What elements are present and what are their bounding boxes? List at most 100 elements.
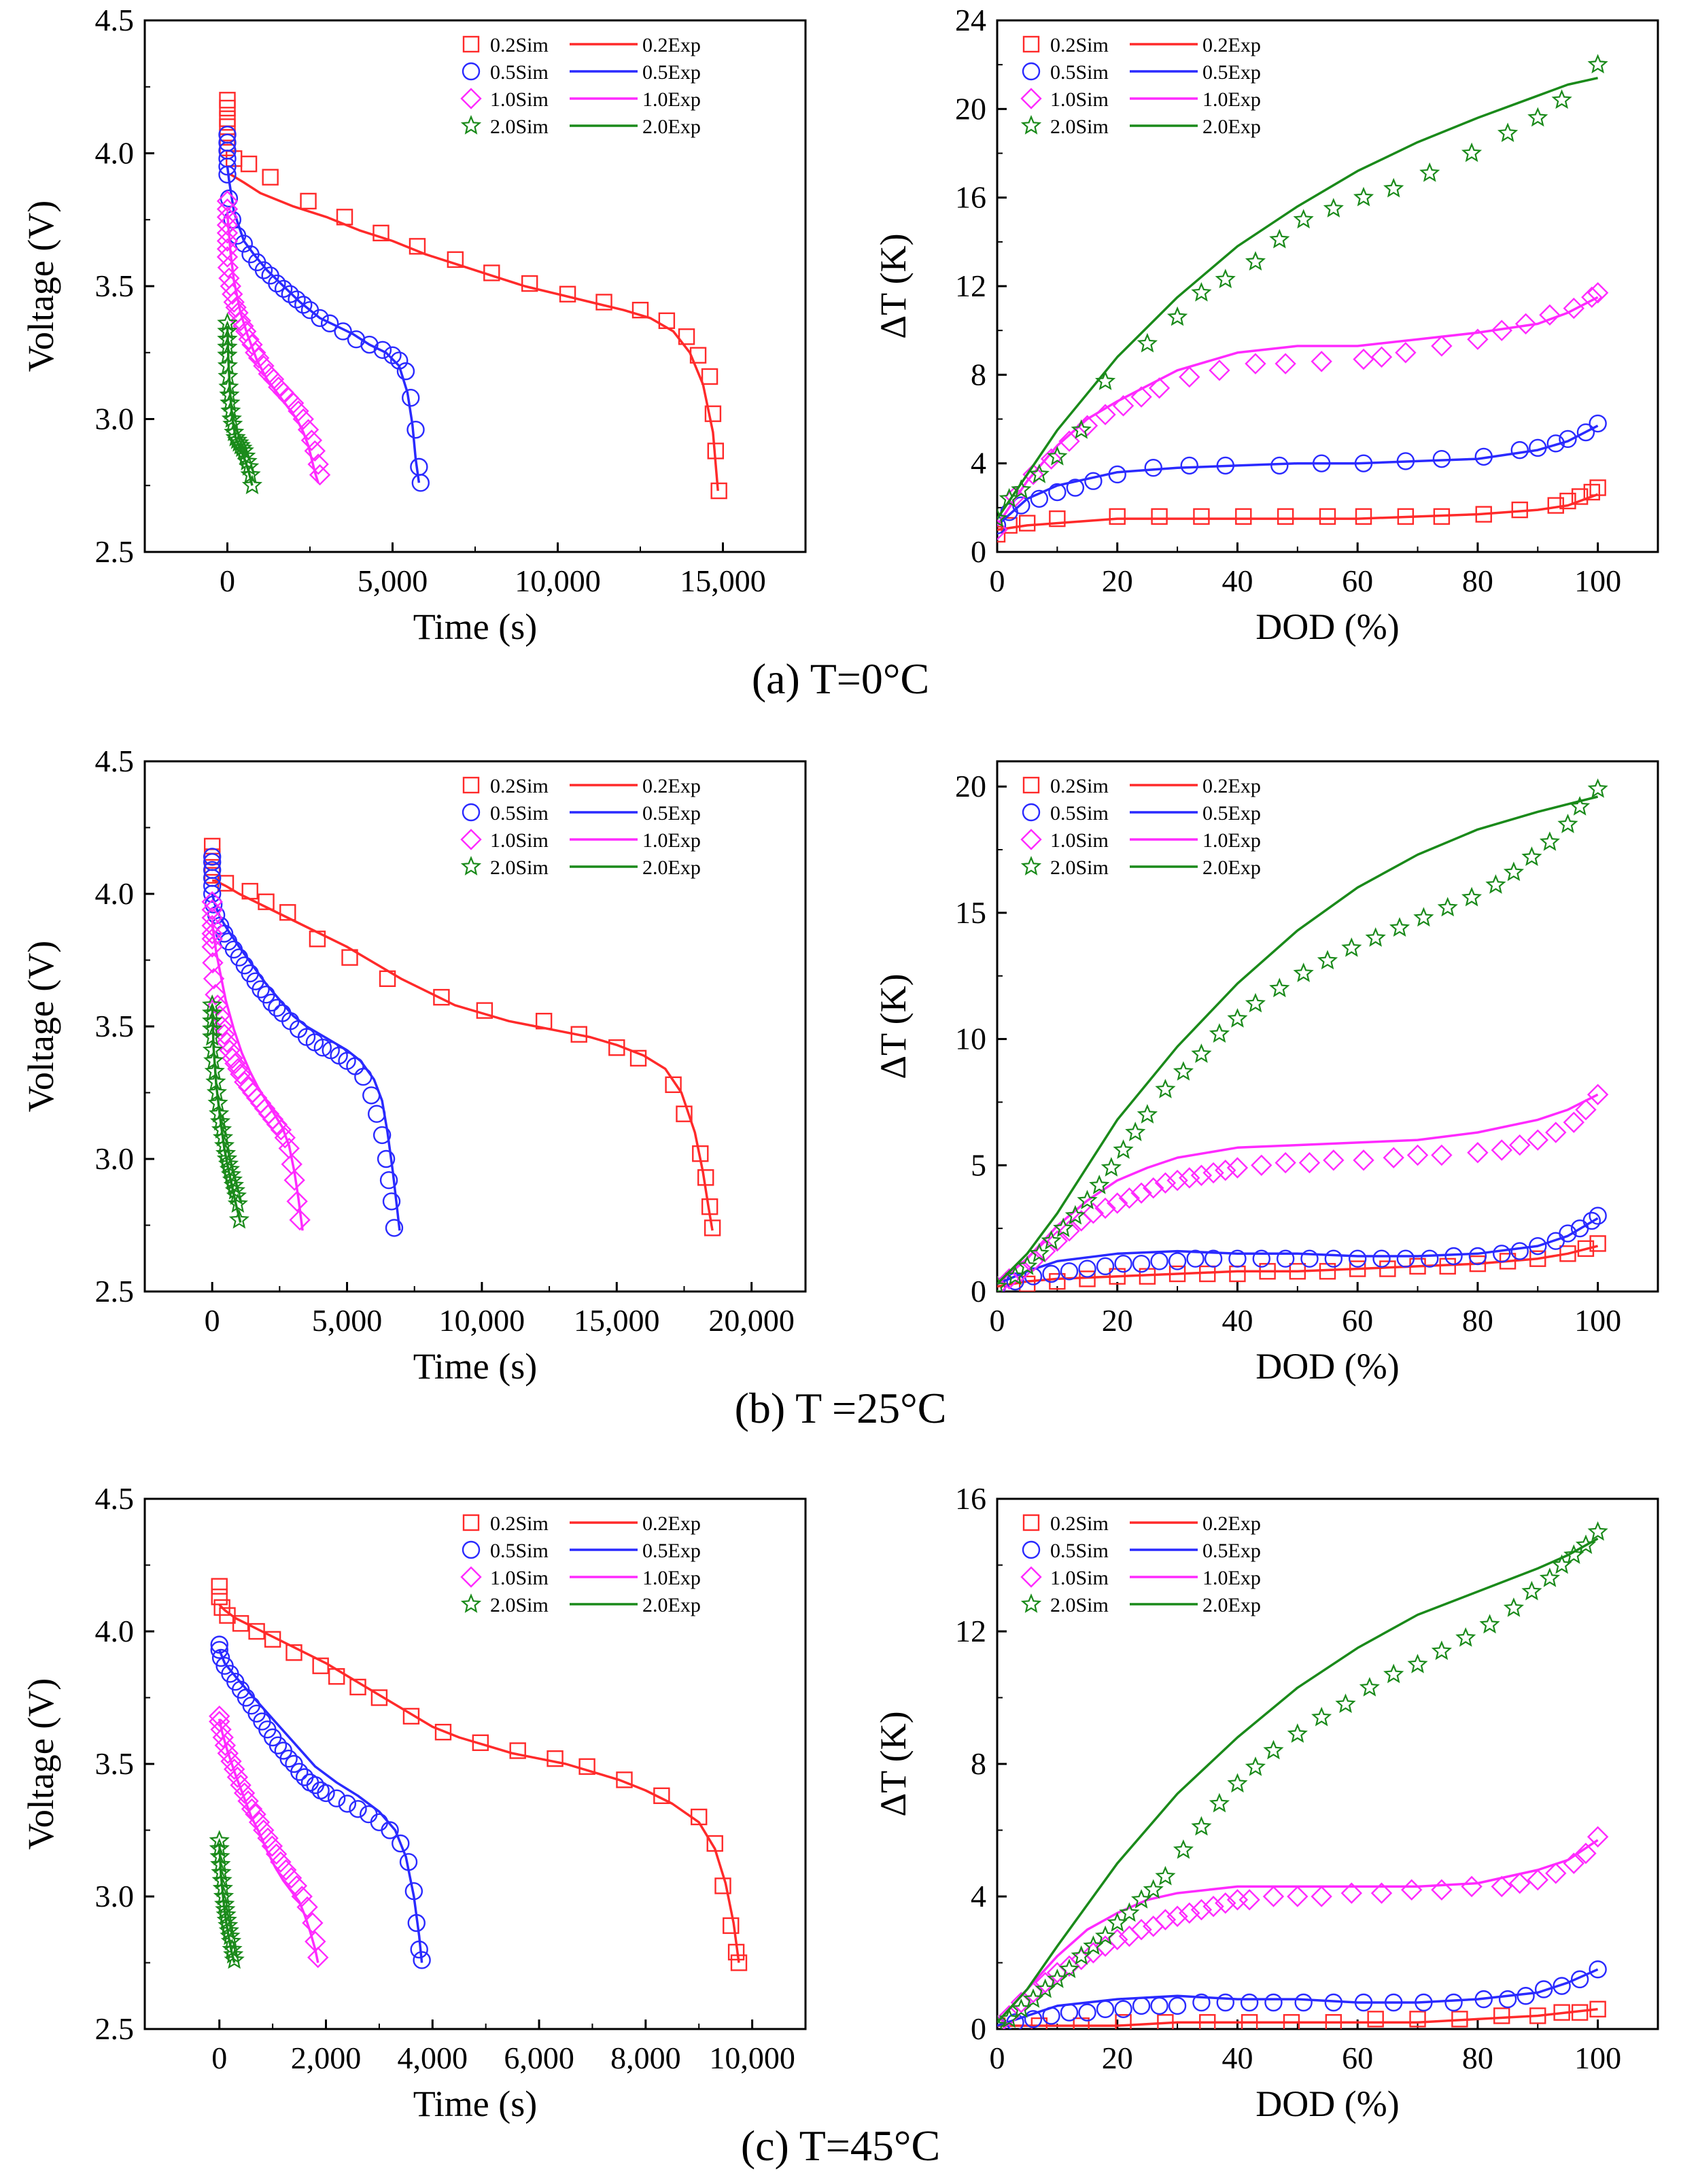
y-tick-label: 10 <box>955 1022 986 1056</box>
data-point-1.0Sim <box>224 1052 246 1075</box>
data-point-0.2Sim <box>1018 515 1036 532</box>
data-point-0.2Sim <box>547 1750 564 1767</box>
data-point-0.2Sim <box>701 1198 718 1215</box>
legend-label: 2.0Exp <box>642 856 701 879</box>
series-line-1.0Exp <box>997 1839 1599 2024</box>
data-point-0.2Sim <box>1229 1265 1246 1283</box>
y-tick-label: 0 <box>971 534 986 569</box>
data-point-1.0Sim <box>286 1190 308 1213</box>
data-point-0.5Sim <box>294 296 313 314</box>
plot-frame <box>996 760 1659 1293</box>
data-point-0.5Sim <box>1468 1247 1487 1266</box>
legend-label: 0.5Exp <box>1202 802 1261 825</box>
data-point-1.0Sim <box>216 230 239 252</box>
data-point-2.0Sim <box>235 445 256 466</box>
data-point-1.0Sim <box>1179 1167 1200 1189</box>
x-tick-label: 80 <box>1462 564 1493 598</box>
legend-marker <box>1020 1593 1042 1613</box>
data-point-1.0Sim <box>1587 1826 1609 1848</box>
data-point-1.0Sim <box>1587 1084 1609 1105</box>
data-point-0.5Sim <box>413 1951 431 1969</box>
data-point-0.5Sim <box>1589 414 1607 433</box>
data-point-1.0Sim <box>209 1705 230 1727</box>
data-point-1.0Sim <box>291 1886 313 1907</box>
data-point-2.0Sim <box>1191 1816 1212 1836</box>
data-point-0.2Sim <box>262 169 279 186</box>
data-point-1.0Sim <box>1527 1869 1548 1891</box>
data-point-0.2Sim <box>1439 1258 1456 1275</box>
data-point-0.5Sim <box>1589 1960 1607 1979</box>
data-point-0.2Sim <box>1589 479 1606 496</box>
data-point-1.0Sim <box>307 453 329 475</box>
data-point-0.2Sim <box>1379 1260 1396 1277</box>
data-point-2.0Sim <box>1269 228 1290 249</box>
data-point-2.0Sim <box>224 421 245 441</box>
data-point-1.0Sim <box>214 1735 237 1756</box>
data-point-2.0Sim <box>225 427 246 447</box>
data-point-0.5Sim <box>203 877 222 895</box>
data-point-0.5Sim <box>1498 1990 1517 2009</box>
data-point-1.0Sim <box>297 419 319 440</box>
data-point-1.0Sim <box>201 936 223 958</box>
data-point-0.2Sim <box>697 1169 714 1186</box>
data-point-0.2Sim <box>665 1076 682 1094</box>
data-point-1.0Sim <box>1491 1139 1512 1161</box>
data-point-1.0Sim <box>1190 1899 1213 1921</box>
data-point-0.2Sim <box>629 1050 647 1067</box>
data-point-1.0Sim <box>296 1896 318 1918</box>
data-point-2.0Sim <box>220 400 241 420</box>
data-point-2.0Sim <box>209 1837 230 1858</box>
data-point-1.0Sim <box>1209 360 1230 381</box>
data-point-1.0Sim <box>1509 1134 1531 1156</box>
data-point-2.0Sim <box>1461 886 1483 907</box>
data-point-0.5Sim <box>1354 454 1373 472</box>
data-point-0.5Sim <box>1570 1970 1589 1989</box>
data-point-0.5Sim <box>1396 1249 1415 1268</box>
plot-area <box>209 1578 748 1971</box>
data-point-0.5Sim <box>203 884 222 903</box>
data-point-2.0Sim <box>223 1175 245 1194</box>
data-point-1.0Sim <box>261 1835 283 1857</box>
data-point-0.5Sim <box>382 1192 401 1211</box>
data-point-0.2Sim <box>1511 501 1528 519</box>
x-tick-label: 60 <box>1342 2041 1373 2075</box>
legend-label: 0.2Exp <box>1202 34 1261 56</box>
data-point-2.0Sim <box>1011 479 1032 499</box>
data-point-0.5Sim <box>268 274 286 293</box>
data-point-2.0Sim <box>1058 1958 1080 1979</box>
legend-label: 0.5Sim <box>1050 802 1109 825</box>
data-point-1.0Sim <box>205 984 226 1005</box>
data-point-2.0Sim <box>1575 1534 1597 1555</box>
data-point-0.2Sim <box>312 1657 329 1674</box>
data-point-0.2Sim <box>285 1644 302 1661</box>
data-point-1.0Sim <box>1406 1144 1429 1166</box>
y-tick-label: 3.5 <box>95 1009 135 1043</box>
data-point-2.0Sim <box>211 1862 232 1882</box>
data-point-0.2Sim <box>232 1615 249 1632</box>
y-tick-label: 4.0 <box>95 876 135 911</box>
chart-panel: 0 20 40 60 80 100 0 4 8 12 16 20 24 DOD (%) ΔT (K) 0.2S… <box>873 3 1659 647</box>
data-point-2.0Sim <box>233 440 254 460</box>
series-line-0.2Exp <box>227 173 719 491</box>
data-point-0.2Sim <box>370 1689 388 1706</box>
x-tick-label: 5,000 <box>358 564 428 598</box>
data-point-2.0Sim <box>221 408 242 428</box>
legend-marker <box>462 803 481 822</box>
legend-label: 1.0Exp <box>642 829 701 852</box>
legend-marker <box>462 776 480 794</box>
data-point-0.2Sim <box>1079 1270 1096 1287</box>
data-point-0.5Sim <box>370 1813 389 1832</box>
series-line-2.0Exp <box>226 326 254 486</box>
data-point-0.5Sim <box>1168 1252 1187 1270</box>
data-point-0.2Sim <box>1349 1260 1366 1277</box>
y-tick-label: 8 <box>971 1746 986 1781</box>
legend-label: 0.2Sim <box>1050 34 1109 56</box>
data-point-0.5Sim <box>1415 1993 1433 2012</box>
data-point-0.2Sim <box>309 931 326 948</box>
data-point-2.0Sim <box>1551 89 1572 109</box>
data-point-0.2Sim <box>689 347 707 364</box>
legend-label: 2.0Exp <box>1202 1594 1261 1616</box>
data-point-0.2Sim <box>241 882 258 900</box>
data-point-0.5Sim <box>1264 1993 1283 2012</box>
data-point-2.0Sim <box>1083 1935 1104 1955</box>
